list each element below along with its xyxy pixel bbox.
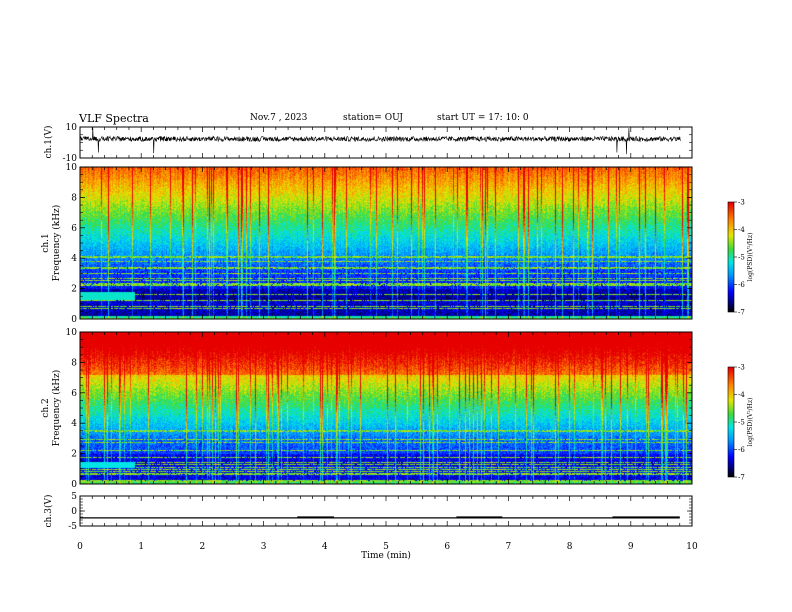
x-tick-label: 10 [686, 542, 698, 552]
x-tick-label: 6 [444, 542, 450, 552]
x-tick-label: 5 [383, 542, 389, 552]
y-tick-label: 5 [71, 492, 77, 502]
y-tick-label: 6 [71, 224, 77, 234]
date-label: Nov.7 , 2023 [250, 113, 308, 123]
colorbar-label: log(PSD)(V²/Hz) [747, 398, 754, 447]
y-tick-label: 8 [71, 358, 77, 368]
ch1-colorbar [728, 202, 734, 312]
y-tick-label: 6 [71, 389, 77, 399]
y-tick-label: 10 [66, 163, 78, 173]
ch1-voltage-axis-label: ch.1(V) [43, 126, 54, 159]
y-tick-label: 4 [71, 254, 77, 264]
ch3-pulse-2 [456, 516, 503, 518]
ch1-frequency-axis-label: Frequency (kHz) [51, 205, 62, 282]
y-tick-label: 4 [71, 419, 77, 429]
ch2-frequency-axis-label: Frequency (kHz) [51, 370, 62, 447]
colorbar-tick-label: -4 [738, 391, 745, 399]
colorbar-tick-label: -6 [738, 281, 745, 289]
colorbar-tick-label: -3 [738, 364, 745, 372]
x-tick-label: 3 [261, 542, 267, 552]
colorbar-tick-label: -5 [738, 254, 745, 262]
y-tick-label: 0 [71, 480, 77, 490]
colorbar-tick-label: -4 [738, 226, 745, 234]
ch1-spectrogram [80, 167, 692, 319]
x-tick-label: 9 [628, 542, 634, 552]
x-tick-label: 2 [200, 542, 206, 552]
x-tick-label: 0 [77, 542, 83, 552]
y-tick-label: -5 [68, 522, 77, 532]
y-tick-label: 0 [71, 507, 77, 517]
y-tick-label: 0 [71, 315, 77, 325]
x-tick-label: 4 [322, 542, 328, 552]
y-tick-label: 10 [66, 123, 78, 133]
y-tick-label: 2 [71, 450, 77, 460]
x-tick-label: 7 [506, 542, 512, 552]
x-tick-label: 1 [138, 542, 144, 552]
colorbar-tick-label: -6 [738, 446, 745, 454]
panel-frame-3 [79, 331, 693, 485]
ch1-channel-label: ch.1 [41, 233, 51, 252]
colorbar-frame-2 [727, 366, 735, 478]
x-axis-title: Time (min) [361, 550, 411, 561]
colorbar-tick-label: -7 [738, 309, 745, 317]
start-time-label: start UT = 17: 10: 0 [437, 113, 529, 123]
colorbar-frame-1 [727, 201, 735, 313]
ch3-pulse-3 [612, 516, 680, 518]
x-tick-label: 8 [567, 542, 573, 552]
y-tick-label: 2 [71, 285, 77, 295]
panel-frame-2 [79, 166, 693, 320]
figure-title: VLF Spectra [79, 112, 149, 125]
ch2-channel-label: ch.2 [41, 398, 51, 417]
ch3-pulse-1 [297, 516, 334, 518]
colorbar-tick-label: -7 [738, 474, 745, 482]
y-tick-label: 10 [66, 328, 78, 338]
ch1-waveform-line [79, 127, 681, 155]
ch3-voltage-axis-label: ch.3(V) [43, 495, 54, 528]
colorbar-tick-label: -5 [738, 419, 745, 427]
station-label: station= OUJ [343, 113, 404, 123]
colorbar-tick-label: -3 [738, 199, 745, 207]
y-tick-label: 8 [71, 193, 77, 203]
ch2-spectrogram [80, 332, 692, 484]
colorbar-label: log(PSD)(V²/Hz) [747, 233, 754, 282]
y-tick-label: -10 [63, 154, 78, 164]
ch2-colorbar [728, 367, 734, 477]
